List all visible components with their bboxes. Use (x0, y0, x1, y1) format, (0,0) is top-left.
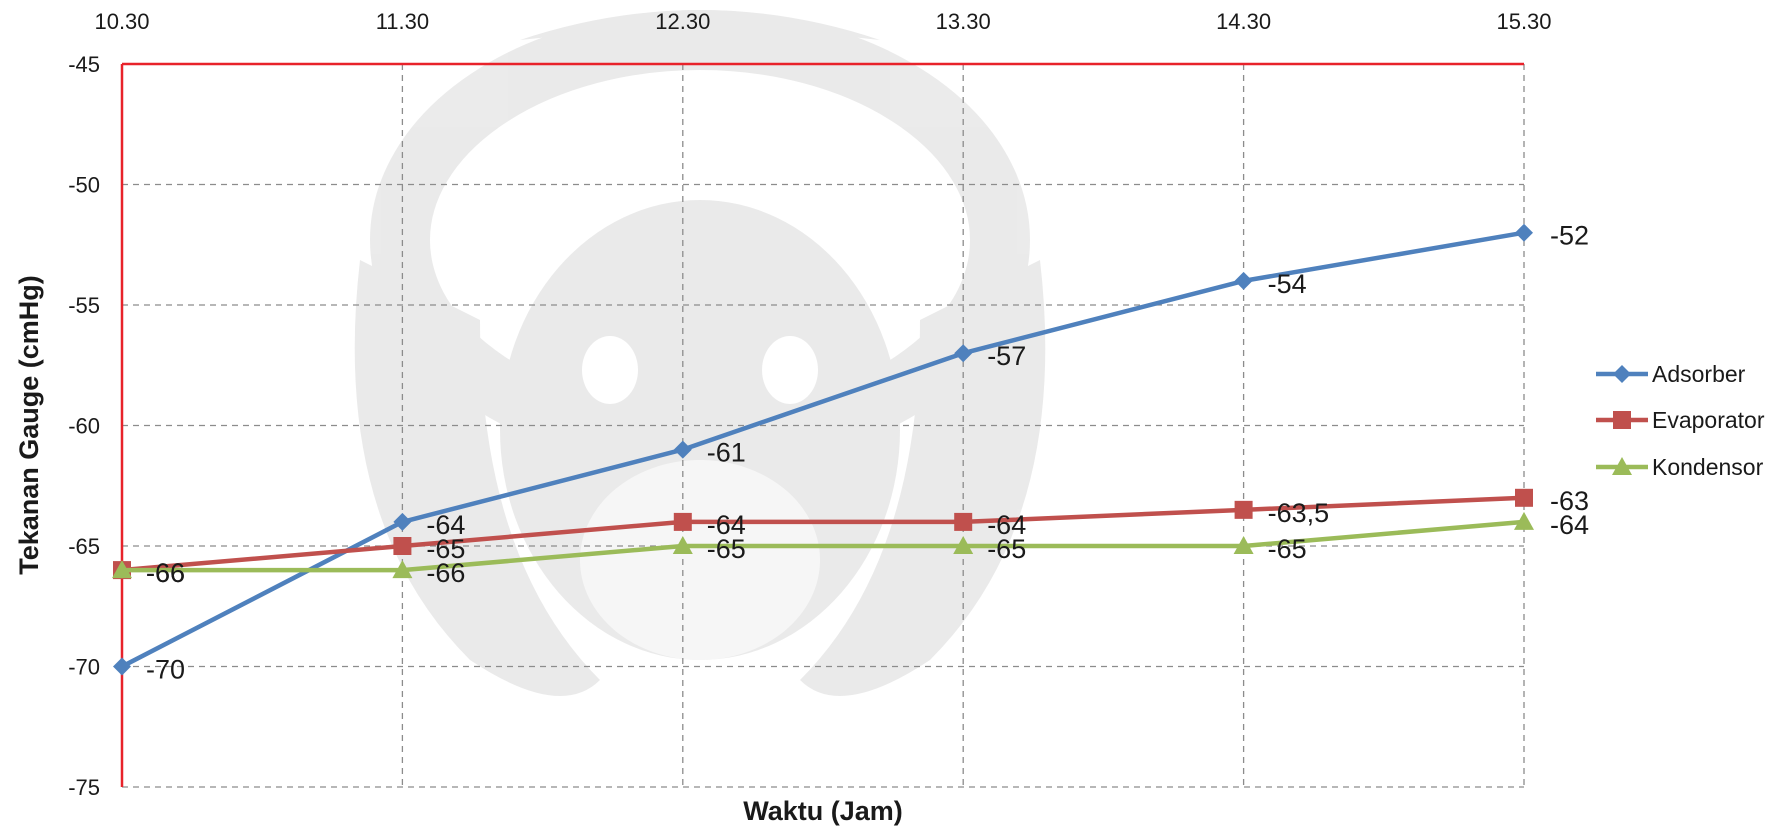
x-tick-label: 10.30 (94, 9, 149, 34)
series-evaporator: -66-65-64 -64 -63,5 -63 (113, 486, 1589, 588)
legend-marker (1613, 365, 1631, 383)
data-label: -63,5 (1268, 498, 1330, 528)
x-tick-label: 13.30 (936, 9, 991, 34)
data-label: -63 (1550, 486, 1589, 516)
kondensor-point (953, 536, 974, 554)
data-label: -54 (1268, 269, 1307, 299)
adsorber-point (954, 344, 973, 363)
evaporator-point (673, 512, 692, 531)
legend-label: Evaporator (1652, 407, 1765, 433)
watermark-seal (354, 10, 1046, 696)
adsorber-point (1234, 271, 1253, 290)
legend-label: Adsorber (1652, 361, 1746, 387)
x-tick-label: 14.30 (1216, 9, 1271, 34)
kondensor-point (1233, 536, 1254, 554)
kondensor-point (672, 536, 693, 554)
kondensor-point (1514, 511, 1534, 530)
adsorber-point (393, 512, 412, 531)
y-axis-ticks: -45 -50 -55 -60 -65 -70 -75 (68, 52, 100, 800)
kondensor-line (122, 519, 1525, 573)
evaporator-line (121, 495, 1525, 573)
x-tick-label: 12.30 (655, 9, 710, 34)
x-axis-title: Waktu (Jam) (743, 796, 903, 826)
legend-marker (1612, 457, 1632, 475)
data-label: -65 (707, 534, 746, 564)
data-label: -65 (1268, 534, 1307, 564)
y-tick-label: -60 (68, 414, 100, 439)
data-label: -65 (426, 534, 465, 564)
data-label: -66 (426, 558, 465, 588)
y-tick-label: -70 (68, 655, 100, 680)
data-label: -52 (1550, 221, 1589, 251)
data-label: -64 (707, 510, 746, 540)
y-tick-label: -55 (68, 293, 100, 318)
legend-marker (1613, 411, 1631, 429)
adsorber-point (113, 657, 131, 676)
y-tick-label: -45 (68, 52, 100, 77)
adsorber-point (1515, 223, 1533, 242)
x-axis-ticks: 10.30 11.30 12.30 13.30 14.30 15.30 (94, 9, 1551, 34)
legend: Adsorber Evaporator Kondensor (1596, 361, 1765, 480)
data-label: -70 (146, 655, 185, 685)
data-label: -65 (987, 534, 1026, 564)
data-label: -64 (1550, 510, 1589, 540)
x-tick-label: 15.30 (1496, 9, 1551, 34)
data-label: -66 (146, 558, 185, 588)
data-label: -64 (426, 510, 465, 540)
series-kondensor: -66 -66-65 -65 -65-64 (112, 510, 1589, 588)
adsorber-line (120, 230, 1525, 669)
y-tick-label: -75 (68, 775, 100, 800)
data-label: -64 (987, 510, 1026, 540)
x-tick-label: 11.30 (376, 9, 429, 34)
evaporator-point (393, 537, 412, 555)
kondensor-point (112, 560, 132, 579)
evaporator-point (1515, 488, 1533, 507)
y-tick-label: -50 (68, 173, 100, 198)
y-axis-title: Tekanan Gauge (cmHg) (14, 275, 44, 575)
data-label: -66 (146, 558, 185, 588)
y-tick-label: -65 (68, 534, 100, 559)
legend-label: Kondensor (1652, 454, 1764, 480)
series-adsorber: -70 -64 -61 -57 -54 -52 (113, 221, 1589, 685)
data-label: -57 (987, 341, 1026, 371)
series-layer: -70-64-61-57-54-52-66-65-64 -64 -63,5 -63-6… (112, 221, 1589, 685)
data-label: -61 (707, 438, 746, 468)
evaporator-point (1234, 500, 1253, 519)
legend-item-kondensor: Kondensor (1596, 454, 1764, 480)
legend-item-adsorber: Adsorber (1596, 361, 1746, 387)
adsorber-point (673, 440, 692, 459)
evaporator-point (954, 512, 973, 531)
kondensor-point (392, 560, 413, 579)
legend-item-evaporator: Evaporator (1596, 407, 1765, 433)
